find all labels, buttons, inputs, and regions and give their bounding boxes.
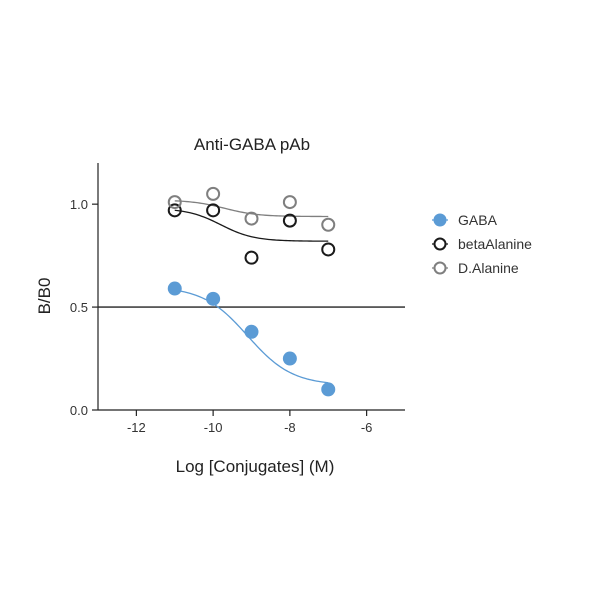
data-point-betaalanine [321, 242, 336, 257]
data-point-d-alanine [321, 217, 336, 232]
data-point-gaba [282, 351, 297, 366]
x-tick-label: -10 [204, 420, 223, 435]
data-point-betaalanine [282, 213, 297, 228]
data-point-betaalanine [244, 250, 259, 265]
y-axis-title: B/B0 [35, 278, 54, 315]
data-point-betaalanine [167, 203, 182, 218]
y-tick-label: 1.0 [70, 197, 88, 212]
fit-curve-d-alanine [174, 200, 329, 218]
y-tick-label: 0.0 [70, 403, 88, 418]
data-point-gaba [244, 324, 259, 339]
data-point-betaalanine [206, 203, 221, 218]
legend-marker-d-alanine [433, 261, 447, 275]
data-point-d-alanine [167, 195, 182, 210]
x-tick-label: -12 [127, 420, 146, 435]
y-tick-label: 0.5 [70, 300, 88, 315]
legend-label-gaba: GABA [458, 212, 498, 228]
data-point-gaba [167, 281, 182, 296]
data-point-gaba [321, 382, 336, 397]
legend: GABA betaAlanine D.Alanine [432, 212, 532, 276]
x-tick-label: -8 [284, 420, 296, 435]
legend-label-d-alanine: D.Alanine [458, 260, 519, 276]
data-point-d-alanine [206, 186, 221, 201]
chart-title: Anti-GABA pAb [194, 135, 310, 154]
fit-curves [174, 200, 329, 384]
data-point-d-alanine [282, 195, 297, 210]
x-axis-title: Log [Conjugates] (M) [176, 457, 335, 476]
x-tick-label: -6 [361, 420, 373, 435]
legend-label-betaalanine: betaAlanine [458, 236, 532, 252]
axes: 0.0 0.5 1.0 -12 -10 -8 -6 [70, 163, 405, 435]
data-point-gaba [206, 291, 221, 306]
fit-curve-betaalanine [174, 209, 329, 242]
fit-curve-gaba [174, 289, 329, 384]
legend-marker-betaalanine [433, 237, 447, 251]
data-points [167, 186, 336, 397]
legend-marker-gaba [433, 213, 447, 227]
data-point-d-alanine [244, 211, 259, 226]
